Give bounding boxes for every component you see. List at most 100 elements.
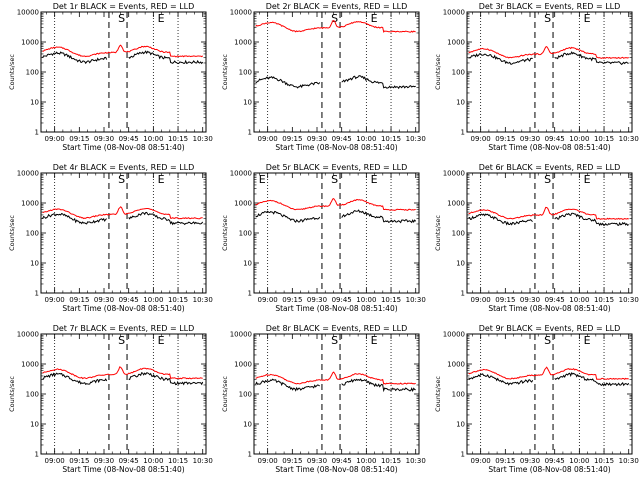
y-tick-label: 100 (452, 230, 465, 238)
x-tick-label: 09:30 (520, 135, 540, 143)
y-tick-label: 1000 (447, 39, 465, 47)
panel-title: Det 1r BLACK = Events, RED = LLD (53, 2, 195, 11)
series-lld (42, 44, 204, 58)
y-tick-label: 1000 (21, 200, 39, 208)
x-tick-label: 09:30 (94, 457, 114, 465)
x-tick-label: 09:00 (45, 135, 65, 143)
x-tick-label: 10:15 (594, 135, 614, 143)
series-lld (42, 366, 203, 380)
y-tick-label: 100 (239, 69, 252, 77)
interval-marker-s: S (544, 12, 551, 25)
x-tick-label: 09:30 (307, 135, 327, 143)
interval-marker-e: E (158, 173, 165, 186)
interval-marker-e: E (158, 334, 165, 347)
x-tick-label: 09:30 (94, 296, 114, 304)
series-lld (468, 45, 629, 59)
interval-marker-s: S (118, 173, 125, 186)
y-axis-label: Counts/sec (221, 215, 229, 251)
y-tick-label: 10 (456, 99, 465, 107)
x-axis-label: Start Time (08-Nov-08 08:51:40) (62, 143, 184, 152)
panel-det-5: Det 5r BLACK = Events, RED = LLD 1 10 100 10… (221, 163, 426, 313)
series-events (255, 75, 416, 90)
y-tick-label: 1 (248, 451, 252, 459)
series-lld (468, 366, 629, 380)
plot-frame (466, 333, 633, 455)
x-tick-label: 09:00 (45, 296, 65, 304)
y-axis-label: Counts/sec (434, 54, 442, 90)
x-tick-label: 09:15 (495, 296, 515, 304)
panel-det-1: Det 1r BLACK = Events, RED = LLD 1 10 100 10… (8, 2, 213, 152)
x-tick-label: 10:15 (381, 457, 401, 465)
y-axis-label: Counts/sec (8, 376, 16, 412)
y-tick-label: 1 (248, 129, 252, 137)
y-tick-label: 10000 (230, 331, 252, 339)
x-tick-label: 10:15 (594, 457, 614, 465)
interval-marker-e: E (584, 334, 591, 347)
y-tick-label: 100 (26, 391, 39, 399)
panel-title: Det 3r BLACK = Events, RED = LLD (479, 2, 621, 11)
series-events (42, 211, 204, 226)
x-axis-label: Start Time (08-Nov-08 08:51:40) (488, 465, 610, 474)
x-tick-label: 10:30 (619, 457, 639, 465)
x-tick-label: 10:30 (193, 135, 213, 143)
x-tick-label: 09:30 (520, 296, 540, 304)
series-lld (255, 197, 416, 211)
x-axis-label: Start Time (08-Nov-08 08:51:40) (62, 304, 184, 313)
y-tick-label: 1 (35, 290, 39, 298)
x-tick-label: 09:45 (332, 457, 352, 465)
y-tick-label: 1000 (234, 361, 252, 369)
x-tick-label: 10:15 (168, 457, 188, 465)
y-axis-label: Counts/sec (434, 376, 442, 412)
x-tick-label: 10:15 (168, 296, 188, 304)
y-tick-label: 10 (456, 260, 465, 268)
panel-det-8: Det 8r BLACK = Events, RED = LLD 1 10 100 10… (221, 324, 426, 474)
y-tick-label: 10 (456, 421, 465, 429)
y-tick-label: 10000 (230, 9, 252, 17)
panel-det-4: Det 4r BLACK = Events, RED = LLD 1 10 100 10… (8, 163, 213, 313)
x-tick-label: 10:30 (193, 296, 213, 304)
x-tick-label: 09:00 (471, 457, 491, 465)
interval-marker-e: E (371, 334, 378, 347)
y-tick-label: 1 (461, 451, 465, 459)
x-tick-label: 09:45 (545, 457, 565, 465)
interval-marker-s: S (331, 12, 338, 25)
y-tick-label: 1 (461, 290, 465, 298)
x-axis-label: Start Time (08-Nov-08 08:51:40) (488, 143, 610, 152)
interval-marker-e: E (158, 12, 165, 25)
panel-title: Det 7r BLACK = Events, RED = LLD (53, 324, 195, 333)
y-axis-label: Counts/sec (221, 54, 229, 90)
x-tick-label: 09:00 (471, 135, 491, 143)
interval-marker-e: E (371, 12, 378, 25)
plot-frame (40, 333, 207, 455)
x-tick-label: 10:00 (356, 296, 376, 304)
series-lld (42, 206, 203, 220)
x-tick-label: 09:15 (69, 135, 89, 143)
panel-title: Det 8r BLACK = Events, RED = LLD (266, 324, 408, 333)
x-tick-label: 10:30 (619, 296, 639, 304)
y-tick-label: 1000 (21, 39, 39, 47)
x-tick-label: 09:15 (495, 135, 515, 143)
y-tick-label: 1000 (447, 361, 465, 369)
x-tick-label: 10:00 (143, 296, 163, 304)
interval-marker-e: E (371, 173, 378, 186)
y-tick-label: 100 (452, 391, 465, 399)
x-tick-label: 09:45 (545, 296, 565, 304)
interval-marker-e: E (584, 12, 591, 25)
interval-marker-e: E (584, 173, 591, 186)
series-events (468, 371, 630, 387)
y-tick-label: 1000 (21, 361, 39, 369)
y-tick-label: 10000 (230, 170, 252, 178)
y-tick-label: 10 (243, 99, 252, 107)
x-tick-label: 09:15 (282, 135, 302, 143)
series-events (42, 372, 204, 386)
series-events (468, 212, 630, 227)
y-tick-label: 10 (243, 421, 252, 429)
x-tick-label: 10:00 (143, 457, 163, 465)
x-tick-label: 09:45 (332, 135, 352, 143)
x-tick-label: 09:45 (545, 135, 565, 143)
x-tick-label: 09:00 (45, 457, 65, 465)
x-tick-label: 09:00 (258, 296, 278, 304)
interval-marker-s: S (331, 334, 338, 347)
panel-det-6: Det 6r BLACK = Events, RED = LLD 1 10 100 10… (434, 163, 639, 313)
